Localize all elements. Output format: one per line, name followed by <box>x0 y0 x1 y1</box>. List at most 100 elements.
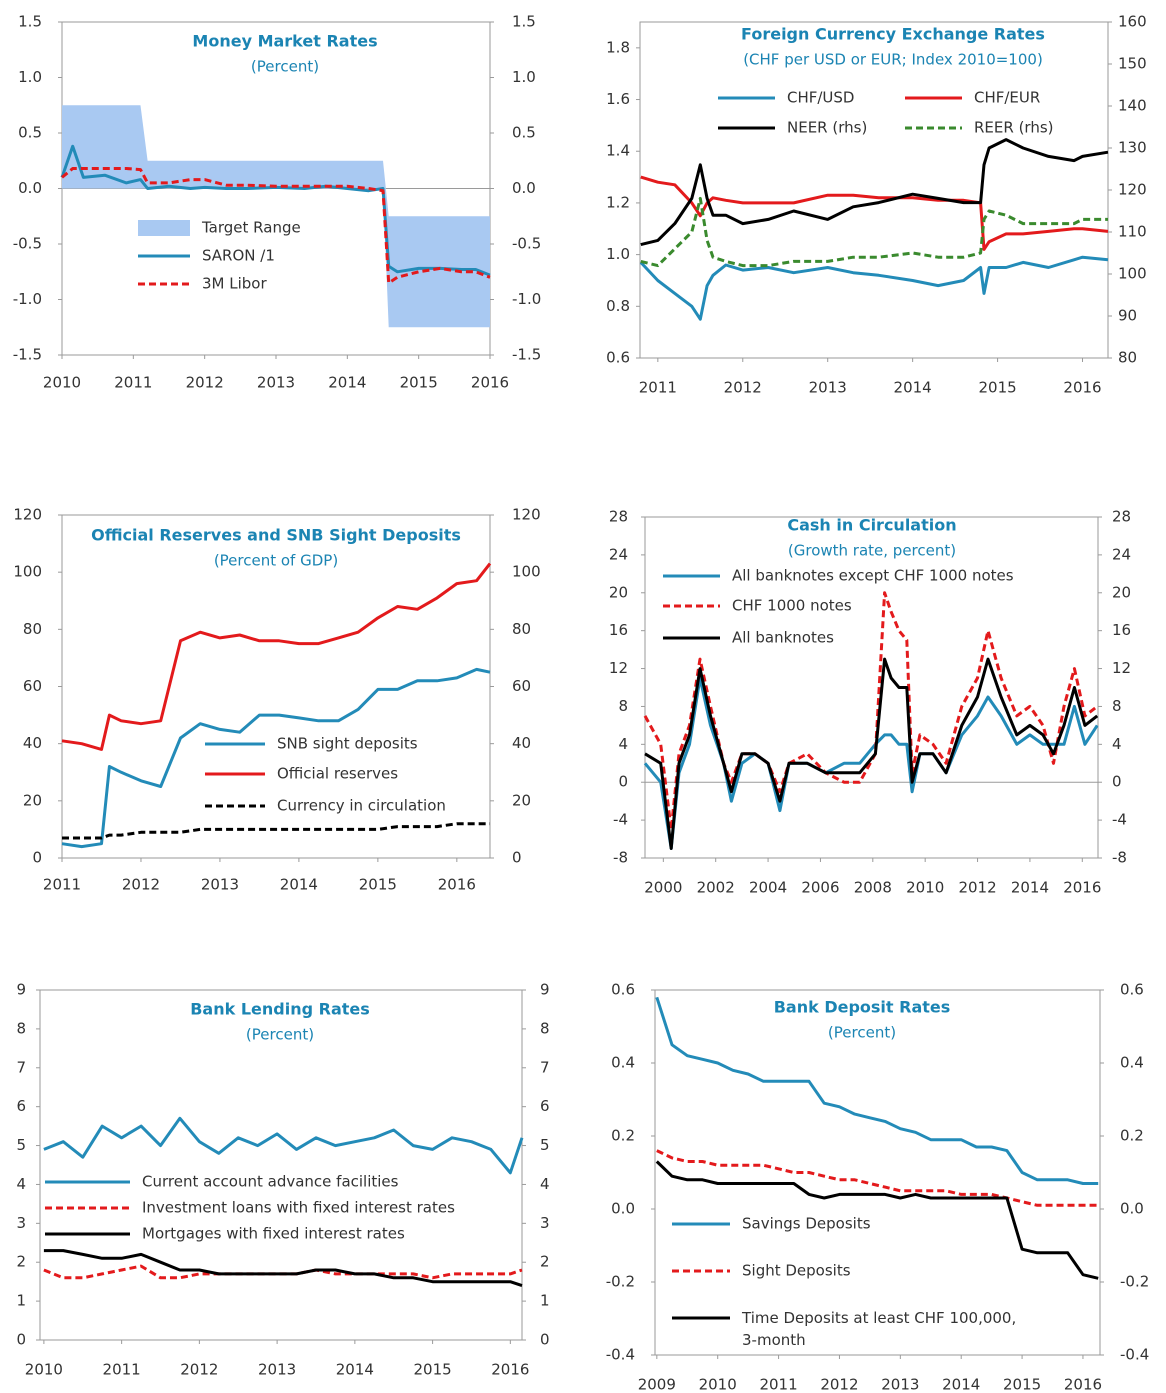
x-tick-label: 2016 <box>438 876 476 894</box>
y2-tick-label: 40 <box>512 734 531 752</box>
series-line <box>655 996 1099 1185</box>
y-tick-label: 20 <box>23 791 42 809</box>
x-tick-label: 2014 <box>1011 879 1049 897</box>
y-tick-label: 0.6 <box>606 349 630 367</box>
chart-subtitle: (CHF per USD or EUR; Index 2010=100) <box>743 51 1043 69</box>
legend-swatch <box>138 220 190 236</box>
x-tick-label: 2015 <box>1003 1376 1041 1393</box>
legend-label: SARON /1 <box>202 247 275 265</box>
x-tick-label: 2011 <box>103 1361 141 1379</box>
y2-tick-label: 24 <box>1112 545 1131 563</box>
chart-subtitle: (Percent) <box>246 1026 314 1044</box>
chart-subtitle: (Percent) <box>251 58 319 76</box>
chart-title: Cash in Circulation <box>787 516 956 535</box>
y-tick-label: -4 <box>613 811 628 829</box>
legend-label: All banknotes <box>732 629 834 647</box>
x-tick-label: 2016 <box>491 1361 529 1379</box>
y2-tick-label: -8 <box>1112 849 1127 867</box>
y2-tick-label: 80 <box>1118 349 1137 367</box>
y-tick-label: 3 <box>16 1214 26 1232</box>
y2-tick-label: 0.4 <box>1120 1054 1144 1072</box>
legend-label: All banknotes except CHF 1000 notes <box>732 567 1014 585</box>
x-tick-label: 2015 <box>359 876 397 894</box>
series-line <box>656 1149 1099 1207</box>
y-tick-label: 0.8 <box>606 297 630 315</box>
y-tick-label: 0.0 <box>18 179 42 197</box>
x-tick-label: 2012 <box>186 374 224 392</box>
legend-label: NEER (rhs) <box>787 119 867 137</box>
x-tick-label: 2012 <box>122 876 160 894</box>
y-tick-label: 0.0 <box>611 1200 635 1218</box>
y2-tick-label: -1.0 <box>512 290 541 308</box>
y2-tick-label: 130 <box>1118 139 1147 157</box>
y2-tick-label: 6 <box>540 1097 550 1115</box>
x-tick-label: 2010 <box>906 879 944 897</box>
legend-line-2: 3-month <box>742 1331 806 1349</box>
y-tick-label: 28 <box>609 508 628 526</box>
y-tick-label: -0.2 <box>606 1273 635 1291</box>
y2-tick-label: 0.0 <box>1120 1200 1144 1218</box>
chart-title: Official Reserves and SNB Sight Deposits <box>91 526 461 545</box>
y2-tick-label: 80 <box>512 620 531 638</box>
legend-label: Savings Deposits <box>742 1215 871 1233</box>
x-tick-label: 2010 <box>25 1361 63 1379</box>
x-tick-label: 2006 <box>801 879 839 897</box>
y2-tick-label: 120 <box>1118 181 1147 199</box>
x-tick-label: 2014 <box>328 374 366 392</box>
y2-tick-label: 1 <box>540 1292 550 1310</box>
legend-label: CHF 1000 notes <box>732 597 852 615</box>
y2-tick-label: 110 <box>1118 223 1147 241</box>
x-tick-label: 2000 <box>644 879 682 897</box>
x-tick-label: 2011 <box>759 1376 797 1393</box>
y-tick-label: 80 <box>23 620 42 638</box>
x-tick-label: 2013 <box>201 876 239 894</box>
y-tick-label: 7 <box>16 1058 26 1076</box>
y2-tick-label: 2 <box>540 1253 550 1271</box>
x-tick-label: 2009 <box>638 1376 676 1393</box>
y-tick-label: 4 <box>16 1175 26 1193</box>
y2-tick-label: 0 <box>540 1331 550 1349</box>
series-line <box>644 657 1099 850</box>
y-tick-label: -1.0 <box>13 290 42 308</box>
chart-title: Bank Lending Rates <box>190 1000 370 1019</box>
legend-label: CHF/USD <box>787 89 855 107</box>
y-tick-label: 1.8 <box>606 38 630 56</box>
y2-tick-label: 100 <box>1118 265 1147 283</box>
y2-tick-label: 120 <box>512 506 541 524</box>
y2-tick-label: -0.5 <box>512 235 541 253</box>
x-tick-label: 2013 <box>258 1361 296 1379</box>
y2-tick-label: 20 <box>512 791 531 809</box>
legend-label: Time Deposits at least CHF 100,000, 3-mon… <box>741 1309 1016 1349</box>
legend-label: Investment loans with fixed interest rat… <box>142 1199 455 1217</box>
y2-tick-label: 4 <box>1112 735 1122 753</box>
y-tick-label: -0.4 <box>606 1346 635 1364</box>
x-tick-label: 2002 <box>697 879 735 897</box>
y2-tick-label: 28 <box>1112 508 1131 526</box>
x-tick-label: 2014 <box>336 1361 374 1379</box>
y2-tick-label: 16 <box>1112 621 1131 639</box>
y-tick-label: 100 <box>13 563 42 581</box>
y-tick-label: 0.2 <box>611 1127 635 1145</box>
chart-subtitle: (Percent of GDP) <box>214 552 338 570</box>
chart-subtitle: (Percent) <box>828 1024 896 1042</box>
y-tick-label: 1.6 <box>606 90 630 108</box>
legend-label: 3M Libor <box>202 275 267 293</box>
plot-frame <box>644 516 1099 859</box>
y2-tick-label: 0.6 <box>1120 981 1144 999</box>
y2-tick-label: 60 <box>512 677 531 695</box>
legend-label: Official reserves <box>277 765 398 783</box>
series-line <box>655 1160 1099 1280</box>
series-line <box>61 562 492 751</box>
y2-tick-label: 160 <box>1118 13 1147 31</box>
x-tick-label: 2015 <box>978 379 1016 397</box>
series-line <box>62 822 490 840</box>
y2-tick-label: 8 <box>540 1019 550 1037</box>
legend-label: Mortgages with fixed interest rates <box>142 1225 405 1243</box>
y2-tick-label: -4 <box>1112 811 1127 829</box>
y2-tick-label: 1.0 <box>512 68 536 86</box>
legend-label: CHF/EUR <box>974 89 1040 107</box>
x-tick-label: 2010 <box>699 1376 737 1393</box>
y2-tick-label: 20 <box>1112 583 1131 601</box>
y-tick-label: 1.4 <box>606 142 630 160</box>
